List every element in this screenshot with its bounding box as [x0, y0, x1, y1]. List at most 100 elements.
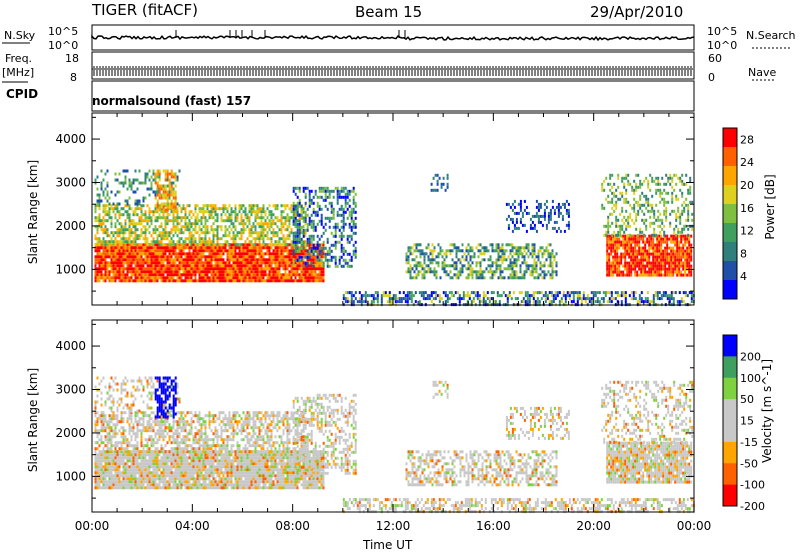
power-echo — [536, 297, 539, 301]
power-echo — [174, 231, 177, 235]
power-echo — [128, 270, 131, 274]
power-echo — [636, 300, 639, 304]
power-echo — [650, 237, 653, 241]
power-echo — [210, 258, 213, 262]
power-echo — [254, 246, 257, 250]
power-echo — [656, 264, 659, 268]
power-echo — [421, 252, 424, 256]
power-echo — [152, 169, 155, 173]
power-echo — [228, 234, 231, 238]
power-echo — [427, 246, 430, 250]
power-echo — [170, 228, 173, 232]
power-echo — [152, 213, 155, 217]
power-echo — [610, 273, 613, 277]
power-echo — [124, 225, 127, 229]
power-echo — [294, 216, 297, 220]
power-echo — [666, 240, 669, 244]
power-echo — [638, 258, 641, 262]
power-echo — [629, 182, 632, 186]
power-echo — [637, 209, 640, 213]
power-echo — [646, 252, 649, 256]
power-echo — [140, 249, 143, 253]
power-echo — [334, 258, 337, 262]
power-echo — [106, 228, 109, 232]
power-echo — [474, 291, 477, 295]
power-echo — [254, 216, 257, 220]
power-echo — [260, 219, 263, 223]
power-echo — [106, 273, 109, 277]
power-echo — [658, 270, 661, 274]
power-echo — [190, 258, 193, 262]
power-echo — [268, 255, 271, 259]
power-echo — [658, 267, 661, 271]
power-echo — [618, 243, 621, 247]
power-echo — [266, 258, 269, 262]
power-echo — [136, 207, 139, 211]
power-echo — [433, 267, 436, 271]
power-echo — [248, 255, 251, 259]
power-echo — [106, 270, 109, 274]
power-echo — [511, 202, 514, 206]
power-echo — [106, 190, 109, 194]
power-echo — [477, 261, 480, 265]
power-echo — [96, 228, 99, 232]
power-echo — [330, 201, 333, 205]
power-echo — [286, 279, 289, 283]
power-echo — [98, 270, 101, 274]
power-echo — [455, 252, 458, 256]
power-echo — [465, 276, 468, 280]
power-echo — [433, 249, 436, 253]
power-echo — [666, 258, 669, 262]
power-echo — [216, 270, 219, 274]
power-echo — [465, 246, 468, 250]
power-echo — [268, 258, 271, 262]
power-echo — [286, 213, 289, 217]
power-echo — [158, 264, 161, 268]
power-echo — [308, 270, 311, 274]
power-echo — [148, 210, 151, 214]
power-echo — [168, 202, 171, 206]
power-echo — [292, 204, 295, 208]
power-echo — [488, 300, 491, 304]
power-echo — [501, 246, 504, 250]
power-echo — [346, 291, 349, 295]
power-echo — [427, 243, 430, 247]
power-echo — [612, 243, 615, 247]
power-echo — [156, 273, 159, 277]
power-echo — [431, 243, 434, 247]
power-echo — [676, 264, 679, 268]
power-echo — [194, 231, 197, 235]
power-echo — [282, 261, 285, 265]
power-echo — [688, 246, 691, 250]
power-echo — [638, 261, 641, 265]
power-echo — [156, 208, 159, 212]
power-echo — [174, 279, 177, 283]
power-echo — [244, 246, 247, 250]
power-echo — [128, 184, 131, 188]
power-echo — [533, 261, 536, 265]
power-echo — [286, 255, 289, 259]
power-echo — [102, 264, 105, 268]
power-echo — [521, 214, 524, 218]
power-echo — [322, 264, 325, 268]
power-echo — [610, 300, 613, 304]
power-echo — [264, 267, 267, 271]
power-echo — [344, 186, 347, 190]
power-echo — [606, 270, 609, 274]
power-echo — [503, 276, 506, 280]
power-echo — [634, 240, 637, 244]
power-echo — [528, 294, 531, 298]
power-echo — [636, 243, 639, 247]
power-echo — [140, 255, 143, 259]
power-echo — [162, 216, 165, 220]
power-echo — [449, 243, 452, 247]
power-echo — [553, 270, 556, 274]
power-echo — [318, 186, 321, 190]
power-echo — [481, 273, 484, 277]
power-echo — [630, 264, 633, 268]
power-echo — [250, 225, 253, 229]
power-echo — [238, 231, 241, 235]
power-echo — [108, 243, 111, 247]
power-echo — [606, 255, 609, 259]
power-echo — [122, 225, 125, 229]
